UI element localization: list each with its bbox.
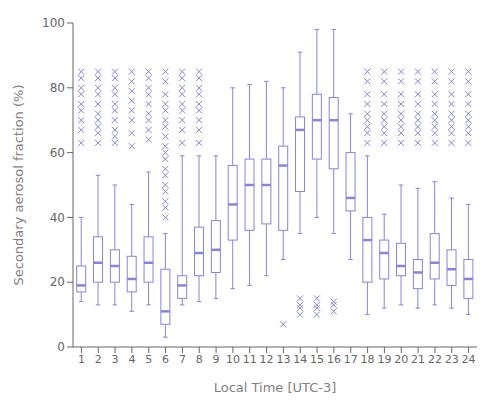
svg-text:60: 60 <box>50 146 65 160</box>
svg-text:17: 17 <box>344 353 358 366</box>
svg-text:13: 13 <box>276 353 290 366</box>
svg-text:21: 21 <box>411 353 425 366</box>
svg-text:18: 18 <box>361 353 375 366</box>
svg-text:11: 11 <box>243 353 257 366</box>
svg-text:3: 3 <box>112 353 119 366</box>
svg-text:7: 7 <box>179 353 186 366</box>
svg-text:80: 80 <box>50 81 65 95</box>
svg-text:100: 100 <box>42 16 65 30</box>
svg-text:Local Time [UTC-3]: Local Time [UTC-3] <box>214 380 337 395</box>
svg-text:2: 2 <box>95 353 102 366</box>
svg-text:22: 22 <box>428 353 442 366</box>
svg-text:5: 5 <box>145 353 152 366</box>
svg-text:19: 19 <box>377 353 391 366</box>
svg-text:12: 12 <box>260 353 274 366</box>
svg-text:40: 40 <box>50 211 65 225</box>
svg-text:14: 14 <box>293 353 307 366</box>
svg-text:6: 6 <box>162 353 169 366</box>
svg-text:8: 8 <box>196 353 203 366</box>
svg-text:24: 24 <box>462 353 476 366</box>
svg-text:0: 0 <box>57 340 65 354</box>
svg-text:20: 20 <box>394 353 408 366</box>
svg-text:Secondary aerosol fraction (%): Secondary aerosol fraction (%) <box>11 85 26 286</box>
svg-text:15: 15 <box>310 353 324 366</box>
svg-text:10: 10 <box>226 353 240 366</box>
svg-text:20: 20 <box>50 275 65 289</box>
svg-text:16: 16 <box>327 353 341 366</box>
svg-text:1: 1 <box>78 353 85 366</box>
svg-text:9: 9 <box>213 353 220 366</box>
svg-text:23: 23 <box>445 353 459 366</box>
svg-text:4: 4 <box>128 353 135 366</box>
